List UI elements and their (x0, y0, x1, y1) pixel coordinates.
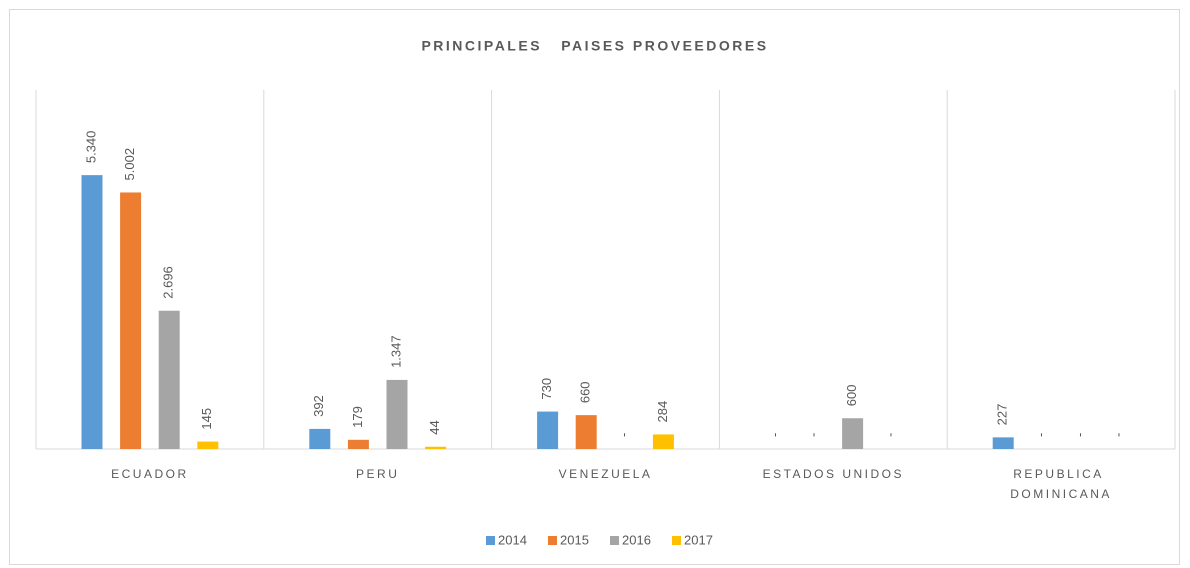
data-label: 145 (199, 408, 214, 430)
legend-swatch (548, 536, 557, 545)
data-label: 600 (844, 385, 859, 407)
bar (386, 379, 408, 449)
bar (992, 437, 1014, 449)
data-label: - (767, 433, 782, 437)
x-tick-label: ECUADOR (111, 467, 189, 481)
chart-frame (9, 9, 1180, 565)
data-label: - (1033, 433, 1048, 437)
x-tick-label: VENEZUELA (559, 467, 653, 481)
data-label: 5.002 (122, 148, 137, 181)
bar (425, 446, 447, 449)
data-label: 44 (427, 420, 442, 434)
data-label: 2.696 (161, 266, 176, 299)
bar (120, 192, 142, 449)
legend-swatch (486, 536, 495, 545)
data-label: 227 (995, 404, 1010, 426)
x-tick-label: ESTADOS UNIDOS (763, 467, 904, 481)
data-label: - (805, 433, 820, 437)
bar (652, 434, 674, 449)
bar (197, 441, 219, 449)
legend-label: 2016 (622, 532, 651, 547)
x-tick-label: REPUBLICA DOMINICANA (1010, 467, 1112, 501)
bar (81, 175, 103, 450)
bar (158, 310, 180, 449)
data-label: 392 (311, 395, 326, 417)
data-label: 730 (539, 378, 554, 400)
bar (309, 428, 331, 449)
legend-label: 2014 (498, 532, 527, 547)
bar (575, 415, 597, 449)
data-label: - (1072, 433, 1087, 437)
data-label: - (1110, 433, 1125, 437)
x-tick-label: PERU (356, 467, 399, 481)
data-label: - (616, 433, 631, 437)
data-label: 284 (655, 401, 670, 423)
legend-swatch (672, 536, 681, 545)
data-label: - (883, 433, 898, 437)
data-label: 179 (350, 406, 365, 428)
chart-title: PRINCIPALES PAISES PROVEEDORES (421, 38, 768, 54)
bar (347, 439, 369, 449)
data-label: 660 (578, 381, 593, 403)
legend-label: 2017 (684, 532, 713, 547)
legend-swatch (610, 536, 619, 545)
bar (537, 411, 559, 449)
bar (842, 418, 864, 449)
legend-label: 2015 (560, 532, 589, 547)
data-label: 1.347 (388, 335, 403, 368)
data-label: 5.340 (83, 131, 98, 164)
